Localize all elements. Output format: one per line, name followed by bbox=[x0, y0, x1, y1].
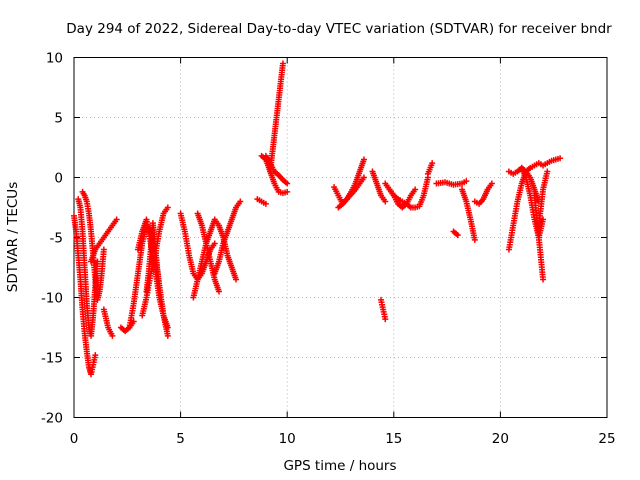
data-point bbox=[156, 282, 163, 289]
series-arc27 bbox=[450, 228, 461, 239]
data-point bbox=[544, 168, 551, 175]
x-tick-label: 25 bbox=[598, 431, 615, 447]
data-point bbox=[412, 186, 419, 193]
series-arc2 bbox=[75, 196, 101, 339]
x-tick-label: 0 bbox=[70, 431, 79, 447]
data-point bbox=[360, 174, 367, 181]
data-point bbox=[109, 332, 116, 339]
data-point bbox=[429, 160, 436, 167]
data-point bbox=[382, 316, 389, 323]
data-point bbox=[211, 240, 218, 247]
x-axis-label: GPS time / hours bbox=[283, 458, 396, 474]
y-tick-label: -20 bbox=[41, 411, 63, 427]
x-tick-label: 5 bbox=[176, 431, 185, 447]
y-tick-label: -5 bbox=[50, 231, 63, 247]
series-arc18 bbox=[267, 60, 286, 175]
series-arc30 bbox=[505, 155, 564, 177]
data-point bbox=[94, 258, 101, 265]
series-arc24 bbox=[386, 174, 431, 211]
y-tick-labels: -20 -15 -10 -5 0 5 10 bbox=[41, 51, 63, 427]
data-point bbox=[284, 188, 291, 195]
data-point bbox=[215, 288, 222, 295]
series-arc21 bbox=[369, 168, 389, 205]
y-axis-label: SDTVAR / TECUs bbox=[5, 182, 21, 292]
series-arc4 bbox=[88, 216, 120, 265]
data-point bbox=[540, 216, 547, 223]
data-point bbox=[540, 276, 547, 283]
data-point bbox=[284, 180, 291, 187]
series-arc10 bbox=[143, 220, 163, 295]
data-point bbox=[233, 276, 240, 283]
y-tick-label: 5 bbox=[54, 111, 63, 127]
data-point bbox=[262, 200, 269, 207]
series-arc32 bbox=[518, 164, 547, 241]
series-arc1 bbox=[71, 212, 99, 378]
data-point bbox=[237, 198, 244, 205]
series-arc25 bbox=[424, 160, 436, 177]
y-tick-label: 0 bbox=[54, 171, 63, 187]
series-arc14 bbox=[211, 198, 244, 277]
series-arc34 bbox=[535, 168, 551, 229]
data-point bbox=[557, 155, 564, 162]
data-point bbox=[279, 60, 286, 67]
data-point bbox=[164, 204, 171, 211]
series-arc26 bbox=[433, 178, 470, 188]
data-point bbox=[92, 352, 99, 359]
data-point bbox=[360, 156, 367, 163]
data-point bbox=[463, 178, 470, 185]
data-point bbox=[100, 246, 107, 253]
grid-lines bbox=[74, 57, 607, 418]
y-tick-label: -10 bbox=[41, 291, 63, 307]
x-tick-label: 20 bbox=[492, 431, 509, 447]
series-arc20 bbox=[335, 174, 367, 211]
x-tick-label: 10 bbox=[279, 431, 296, 447]
x-tick-label: 15 bbox=[385, 431, 402, 447]
data-point bbox=[164, 332, 171, 339]
data-point bbox=[471, 236, 478, 243]
y-tick-label: -15 bbox=[41, 351, 63, 367]
plot-frame bbox=[73, 57, 608, 418]
series-arc29 bbox=[471, 180, 495, 207]
series-arc6 bbox=[117, 318, 137, 335]
y-tick-label: 10 bbox=[46, 51, 63, 67]
data-point bbox=[130, 318, 137, 325]
series-arc28 bbox=[459, 186, 478, 243]
data-points bbox=[71, 60, 564, 378]
series-arc22 bbox=[378, 296, 389, 323]
series-arc15 bbox=[254, 196, 269, 207]
series-arc5 bbox=[100, 306, 116, 339]
data-point bbox=[382, 198, 389, 205]
data-point bbox=[488, 180, 495, 187]
data-point bbox=[164, 324, 171, 331]
x-tick-labels: 0 5 10 15 20 25 bbox=[70, 431, 616, 447]
data-point bbox=[113, 216, 120, 223]
data-point bbox=[454, 232, 461, 239]
chart-title: Day 294 of 2022, Sidereal Day-to-day VTE… bbox=[66, 21, 612, 37]
